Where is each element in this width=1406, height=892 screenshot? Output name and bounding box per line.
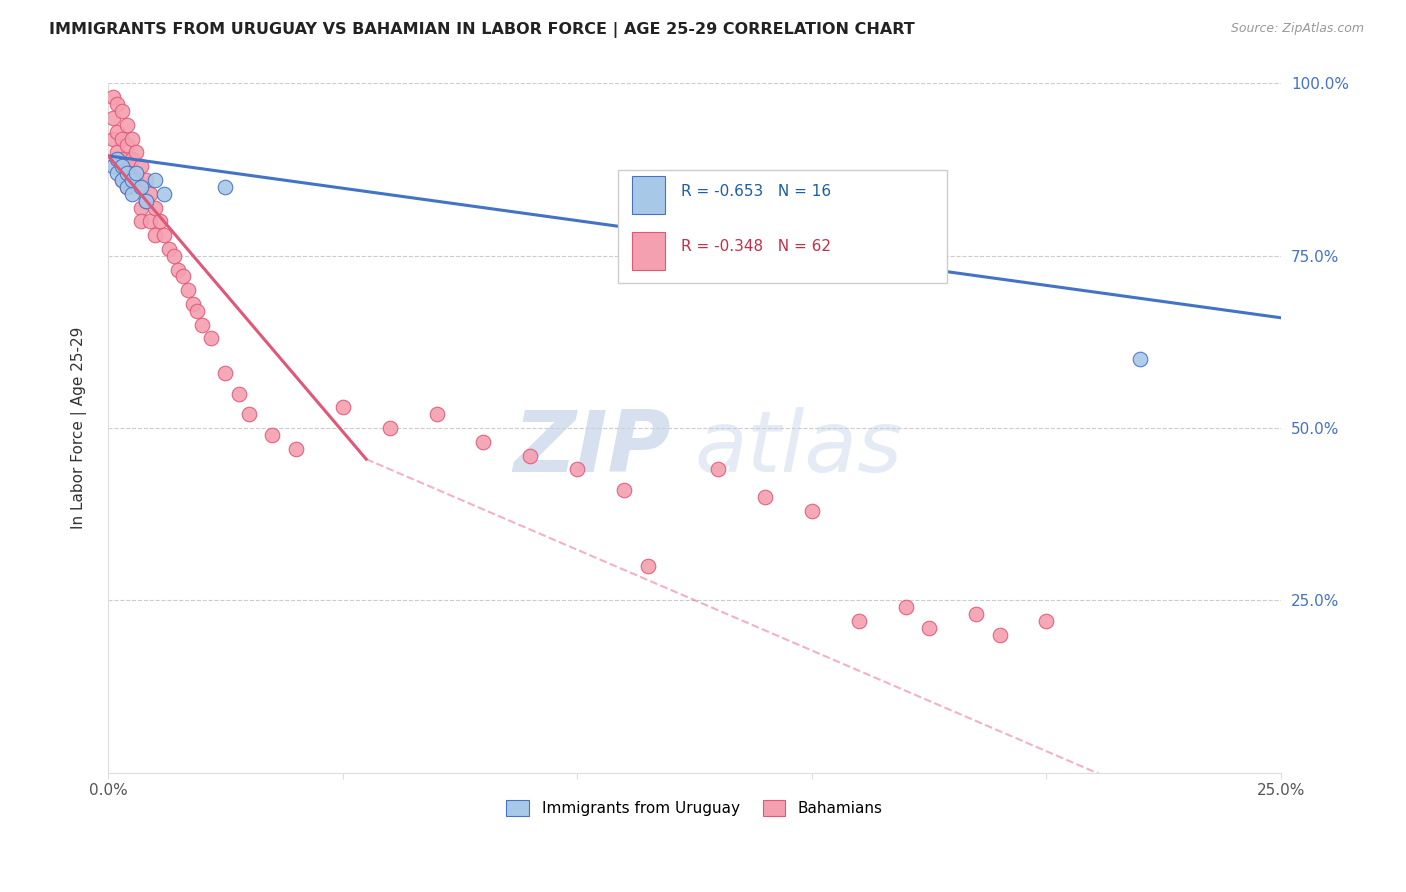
Point [107,125,129,139]
Point [157,242,180,256]
Point [519,449,541,463]
Point [121,173,143,187]
Point [115,166,138,180]
Point [111,173,134,187]
Point [167,262,190,277]
Text: IMMIGRANTS FROM URUGUAY VS BAHAMIAN IN LABOR FORCE | AGE 25-29 CORRELATION CHART: IMMIGRANTS FROM URUGUAY VS BAHAMIAN IN L… [49,22,915,38]
Point [121,186,143,201]
Point [107,153,129,167]
Point [121,131,143,145]
Point [637,558,659,573]
Point [567,462,589,476]
Point [107,166,129,180]
Point [472,434,495,449]
Point [848,614,870,628]
Point [139,214,162,228]
Point [800,504,823,518]
Bar [633,177,665,214]
Point [121,173,143,187]
Point [101,131,124,145]
Point [111,159,134,173]
Point [1035,614,1057,628]
Point [129,179,152,194]
Point [214,366,236,380]
Point [191,318,214,332]
Point [707,462,730,476]
Text: R = -0.348   N = 62: R = -0.348 N = 62 [681,239,831,254]
Point [129,201,152,215]
Point [378,421,401,435]
Point [918,621,941,635]
Point [115,138,138,153]
Point [125,145,148,160]
Text: ZIP: ZIP [513,408,671,491]
Point [115,159,138,173]
Point [149,214,172,228]
Point [613,483,636,497]
Point [111,173,134,187]
Point [129,159,152,173]
Point [988,628,1011,642]
Point [143,173,166,187]
Point [163,249,186,263]
Point [125,173,148,187]
Point [129,179,152,194]
Point [181,297,204,311]
Point [894,600,917,615]
Bar [633,232,665,269]
Point [754,490,776,504]
Point [284,442,307,456]
Point [115,179,138,194]
Point [965,607,987,622]
Point [115,118,138,132]
Point [186,304,208,318]
Point [332,401,354,415]
Point [153,228,176,243]
Point [177,283,200,297]
Point [200,331,222,345]
Point [262,428,284,442]
Point [101,159,124,173]
Point [425,407,447,421]
Point [143,201,166,215]
Text: atlas: atlas [695,408,903,491]
FancyBboxPatch shape [619,169,946,284]
Point [129,214,152,228]
Point [214,179,236,194]
Y-axis label: In Labor Force | Age 25-29: In Labor Force | Age 25-29 [72,326,87,529]
Point [111,153,134,167]
Point [111,103,134,118]
Point [238,407,260,421]
Point [101,90,124,104]
Point [139,186,162,201]
Point [135,194,157,208]
Point [1129,352,1152,367]
Legend: Immigrants from Uruguay, Bahamians: Immigrants from Uruguay, Bahamians [499,792,890,823]
Point [143,228,166,243]
Point [107,145,129,160]
Point [135,173,157,187]
Point [115,179,138,194]
Point [111,131,134,145]
Point [101,111,124,125]
Point [121,153,143,167]
Point [172,269,194,284]
Point [228,386,250,401]
Text: R = -0.653   N = 16: R = -0.653 N = 16 [681,184,831,199]
Point [135,194,157,208]
Point [153,186,176,201]
Point [125,166,148,180]
Point [107,97,129,112]
Text: Source: ZipAtlas.com: Source: ZipAtlas.com [1230,22,1364,36]
